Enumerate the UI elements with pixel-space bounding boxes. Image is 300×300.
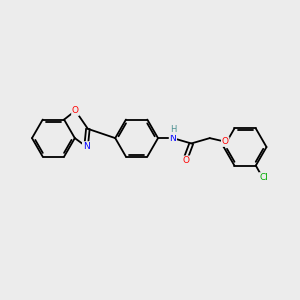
Text: O: O	[182, 156, 190, 165]
Text: N: N	[83, 142, 89, 151]
Text: Cl: Cl	[259, 173, 268, 182]
Text: H: H	[170, 125, 176, 134]
Text: O: O	[222, 137, 229, 146]
Text: O: O	[72, 106, 79, 115]
Text: N: N	[169, 134, 176, 142]
